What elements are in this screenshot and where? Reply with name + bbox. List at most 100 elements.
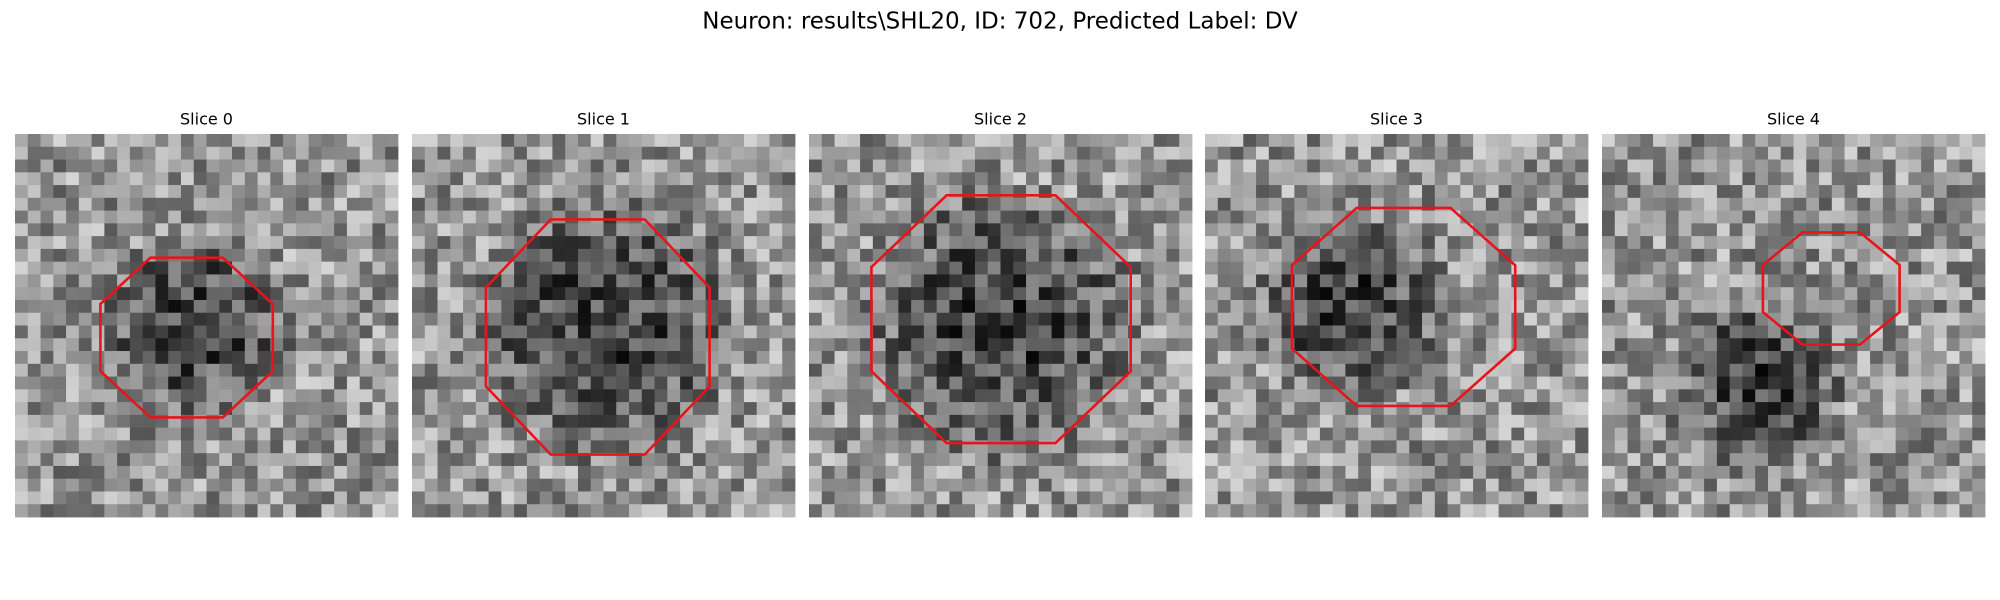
pixel (168, 338, 182, 352)
pixel (1370, 338, 1385, 352)
pixel (1921, 351, 1935, 365)
pixel (809, 363, 823, 377)
pixel (1345, 172, 1359, 186)
pixel (463, 223, 477, 237)
pixel (1307, 274, 1321, 288)
pixel (1640, 210, 1654, 224)
pixel (168, 453, 182, 467)
pixel (1370, 185, 1385, 199)
pixel (1051, 210, 1065, 224)
pixel (1396, 210, 1410, 224)
pixel (257, 299, 271, 314)
pixel (769, 134, 783, 148)
pixel (488, 312, 502, 326)
pixel (1473, 338, 1487, 352)
pixel (308, 274, 322, 288)
pixel (1140, 210, 1155, 224)
pixel (756, 414, 770, 429)
pixel (872, 223, 886, 237)
pixel (987, 210, 1001, 224)
pixel (514, 210, 528, 224)
pixel (437, 185, 451, 199)
pixel (565, 210, 579, 224)
pixel (475, 478, 489, 492)
pixel (603, 312, 617, 326)
pixel (860, 287, 874, 301)
pixel (1549, 427, 1563, 441)
pixel (705, 261, 719, 275)
pixel (1345, 248, 1359, 263)
pixel (283, 351, 297, 365)
pixel (1844, 453, 1858, 467)
pixel (616, 261, 630, 275)
pixel (641, 338, 655, 352)
pixel (1409, 453, 1423, 467)
pixel (1089, 478, 1104, 492)
pixel (1780, 478, 1794, 492)
pixel (1038, 236, 1052, 250)
pixel (1524, 261, 1538, 275)
pixel (1026, 427, 1040, 441)
pixel (1882, 351, 1897, 365)
pixel (1102, 453, 1116, 467)
pixel (1524, 146, 1538, 160)
pixel (1793, 389, 1807, 403)
pixel (1793, 453, 1807, 467)
pixel (526, 427, 541, 441)
pixel (1831, 236, 1845, 250)
pixel (1409, 236, 1423, 250)
pixel (1729, 389, 1743, 403)
pixel (155, 376, 169, 390)
pixel (629, 248, 643, 263)
pixel (552, 299, 566, 314)
pixel (283, 389, 297, 403)
pixel (1831, 453, 1845, 467)
pixel (769, 402, 783, 416)
pixel (1729, 185, 1743, 199)
pixel (1959, 159, 1973, 173)
pixel (1000, 261, 1014, 275)
pixel (1319, 325, 1334, 339)
pixel (1077, 312, 1091, 326)
pixel (936, 478, 950, 492)
pixel (923, 287, 938, 301)
pixel (437, 287, 451, 301)
pixel (1243, 236, 1257, 250)
pixel (1089, 236, 1104, 250)
pixel (1793, 465, 1807, 480)
pixel (1946, 427, 1960, 441)
pixel (1575, 134, 1589, 148)
pixel (359, 223, 373, 237)
pixel (1217, 402, 1231, 416)
pixel (1921, 453, 1935, 467)
pixel (270, 236, 284, 250)
pixel (769, 338, 783, 352)
pixel (1665, 134, 1679, 148)
pixel (603, 236, 617, 250)
pixel (923, 210, 938, 224)
pixel (155, 440, 169, 454)
pixel (1307, 376, 1321, 390)
pixel (911, 389, 925, 403)
pixel (1128, 465, 1142, 480)
pixel (1793, 146, 1807, 160)
pixel (847, 274, 861, 288)
pixel (641, 478, 655, 492)
pixel (1678, 427, 1692, 441)
pixel (475, 453, 489, 467)
pixel (1691, 210, 1705, 224)
pixel (654, 287, 668, 301)
pixel (949, 210, 963, 224)
pixel (1115, 299, 1129, 314)
pixel (1243, 414, 1257, 429)
pixel (834, 197, 848, 211)
pixel (539, 440, 553, 454)
pixel (743, 478, 758, 492)
pixel (219, 427, 233, 441)
pixel (1358, 351, 1372, 365)
pixel (834, 248, 848, 263)
pixel (1153, 325, 1167, 339)
pixel (718, 312, 732, 326)
pixel (577, 134, 592, 148)
pixel (743, 287, 758, 301)
